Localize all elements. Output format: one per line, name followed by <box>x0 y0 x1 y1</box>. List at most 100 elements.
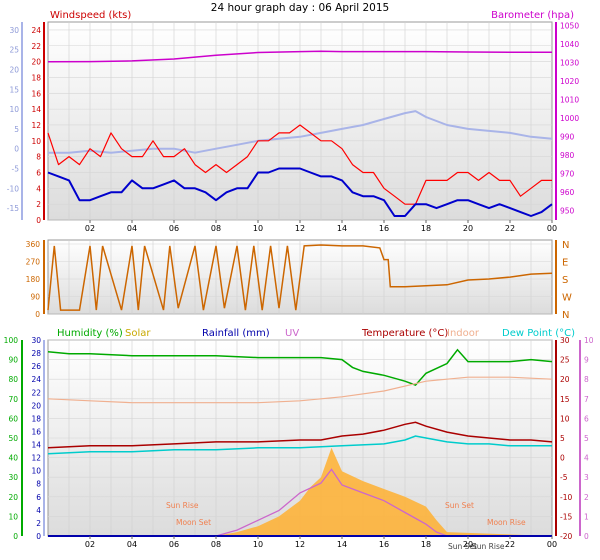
temperature-tick-label: -10 <box>560 493 572 502</box>
p1-x-tick-label: 06 <box>169 224 179 233</box>
rain-tick-label: 8 <box>36 480 41 489</box>
indoor-label: Indoor <box>447 328 480 339</box>
direction-tick-label: 180 <box>26 275 41 284</box>
barometer-tick-label: 980 <box>560 151 575 160</box>
solar-label: Solar <box>125 328 151 339</box>
rain-tick-label: 22 <box>31 388 41 397</box>
rain-tick-label: 4 <box>36 506 41 515</box>
uv-tick-label: 9 <box>584 356 589 365</box>
indoor-series-line <box>47 376 553 404</box>
uv-tick-label: 8 <box>584 375 589 384</box>
p1-x-tick-label: 02 <box>85 224 95 233</box>
windspeed-tick-label: 16 <box>31 89 41 98</box>
windspeed-tick-label: 24 <box>31 26 41 35</box>
uv-tick-label: 0 <box>584 532 589 541</box>
windspeed-label: Windspeed (kts) <box>50 10 131 21</box>
wind-average-series-line <box>47 167 553 217</box>
outer-temp-tick-label: -10 <box>7 184 19 193</box>
wind-direction-series-line <box>47 244 553 311</box>
moon-set-annotation: Moon Set <box>176 518 211 527</box>
windspeed-tick-label: 10 <box>31 137 41 146</box>
dewpoint-label: Dew Point (°C) <box>502 328 575 339</box>
p3-x-tick-label: 02 <box>85 540 95 549</box>
temperature-label: Temperature (°C) <box>361 328 448 339</box>
barometer-tick-label: 1020 <box>560 77 579 86</box>
p3-x-tick-label: 22 <box>505 540 515 549</box>
direction-tick-label: 360 <box>26 240 41 249</box>
outer-temperature-series-line <box>48 110 553 154</box>
rain-tick-label: 30 <box>31 336 41 345</box>
windspeed-tick-label: 4 <box>36 184 41 193</box>
outer-temp-tick-label: 5 <box>14 125 19 134</box>
p3-x-tick-label: 06 <box>169 540 179 549</box>
humidity-label: Humidity (%) <box>57 328 123 339</box>
outer-temp-tick-label: -5 <box>12 165 20 174</box>
humidity-tick-label: 10 <box>8 512 18 521</box>
humidity-tick-label: 80 <box>8 375 18 384</box>
humidity-tick-label: 60 <box>8 414 18 423</box>
dewpoint-series-line <box>47 435 552 455</box>
rainfall-label: Rainfall (mm) <box>202 328 270 339</box>
uv-tick-label: 4 <box>584 454 589 463</box>
sun-rise-axis-annotation: Sun Rise <box>472 542 505 551</box>
temperature-tick-label: 15 <box>560 395 570 404</box>
p1-x-tick-label: 00 <box>547 224 557 233</box>
uv-tick-label: 6 <box>584 414 589 423</box>
p1-x-tick-label: 20 <box>463 224 473 233</box>
p3-x-tick-label: 08 <box>211 540 221 549</box>
sun-rise-annotation: Sun Rise <box>166 501 199 510</box>
p3-x-tick-label: 16 <box>379 540 389 549</box>
windspeed-tick-label: 22 <box>31 42 41 51</box>
outer-temp-tick-label: 30 <box>9 26 19 35</box>
wind-gust-series-line <box>47 124 552 205</box>
temperature-tick-label: -5 <box>560 473 568 482</box>
humidity-tick-label: 20 <box>8 493 18 502</box>
humidity-tick-label: 0 <box>13 532 18 541</box>
rain-tick-label: 6 <box>36 493 41 502</box>
windspeed-tick-label: 0 <box>36 216 41 225</box>
uv-tick-label: 5 <box>584 434 589 443</box>
moon-rise-annotation: Moon Rise <box>487 518 526 527</box>
p3-x-tick-label: 10 <box>253 540 263 549</box>
rain-tick-label: 14 <box>31 441 41 450</box>
barometer-tick-label: 1010 <box>560 96 579 105</box>
barometer-tick-label: 1000 <box>560 114 579 123</box>
temperature-tick-label: 25 <box>560 356 570 365</box>
compass-tick-label: S <box>562 275 568 286</box>
rain-tick-label: 2 <box>36 519 41 528</box>
p1-x-tick-label: 16 <box>379 224 389 233</box>
compass-tick-label: W <box>562 293 572 304</box>
wind-barometer-panel: Windspeed (kts) Barometer (hpa) -15 -10 -5 0 5… <box>7 10 580 233</box>
rain-tick-label: 28 <box>31 349 41 358</box>
temperature-tick-label: 30 <box>560 336 570 345</box>
outer-temp-tick-label: 10 <box>9 105 19 114</box>
p1-x-tick-label: 12 <box>295 224 305 233</box>
windspeed-tick-label: 2 <box>36 200 41 209</box>
barometer-tick-label: 970 <box>560 170 575 179</box>
solar-series-area <box>48 447 552 536</box>
rain-tick-label: 20 <box>31 401 41 410</box>
rain-tick-label: 26 <box>31 362 41 371</box>
barometer-tick-label: 990 <box>560 133 575 142</box>
rain-tick-label: 24 <box>31 375 41 384</box>
uv-tick-label: 3 <box>584 473 589 482</box>
p1-x-tick-label: 08 <box>211 224 221 233</box>
uv-tick-label: 2 <box>584 493 589 502</box>
direction-tick-label: 0 <box>35 310 40 319</box>
barometer-tick-label: 1050 <box>560 22 579 31</box>
p1-x-tick-label: 10 <box>253 224 263 233</box>
barometer-label: Barometer (hpa) <box>491 10 574 21</box>
p3-x-tick-label: 00 <box>547 540 557 549</box>
p1-x-tick-label: 18 <box>421 224 431 233</box>
temperature-tick-label: 20 <box>560 375 570 384</box>
rain-tick-label: 0 <box>36 532 41 541</box>
rain-tick-label: 10 <box>31 467 41 476</box>
humidity-series-line <box>47 348 553 386</box>
humidity-tick-label: 50 <box>8 434 18 443</box>
p3-x-tick-label: 20 <box>463 540 473 549</box>
compass-tick-label: N <box>562 240 569 251</box>
temperature-tick-label: 5 <box>560 434 565 443</box>
page-title: 24 hour graph day : 06 April 2015 <box>211 2 389 14</box>
